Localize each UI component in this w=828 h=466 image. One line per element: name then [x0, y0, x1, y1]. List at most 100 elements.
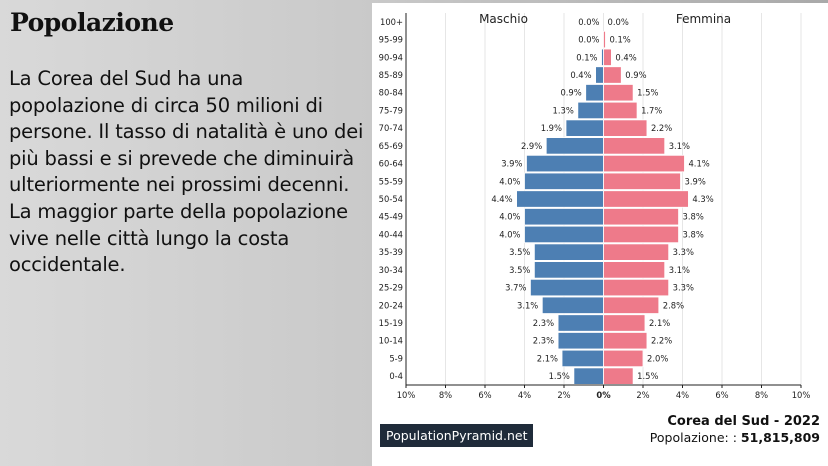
value-label-female-0-4: 1.5% — [637, 371, 658, 381]
age-label-50-54: 50-54 — [379, 194, 403, 204]
x-tick-label-5: 0% — [596, 390, 611, 400]
value-label-male-100+: 0.0% — [578, 17, 599, 27]
bar-female-75-79 — [603, 101, 638, 120]
brand-badge[interactable]: PopulationPyramid.net — [380, 424, 534, 447]
bar-female-85-89 — [603, 66, 622, 84]
bar-male-60-64 — [526, 154, 604, 173]
value-label-female-20-24: 2.8% — [663, 300, 684, 310]
age-label-70-74: 70-74 — [379, 123, 403, 133]
age-label-30-34: 30-34 — [379, 265, 403, 275]
bar-female-25-29 — [603, 278, 670, 297]
value-label-male-65-69: 2.9% — [521, 141, 542, 151]
bar-male-45-49 — [524, 208, 604, 226]
bar-female-50-54 — [603, 190, 689, 208]
bar-male-85-89 — [595, 66, 604, 84]
bar-male-80-84 — [585, 84, 604, 102]
bar-male-75-79 — [577, 101, 604, 120]
population-total: Popolazione: : 51,815,809 — [650, 430, 820, 445]
value-label-male-50-54: 4.4% — [491, 194, 512, 204]
value-label-female-50-54: 4.3% — [692, 194, 713, 204]
value-label-male-35-39: 3.5% — [509, 247, 530, 257]
bar-female-55-59 — [603, 172, 681, 190]
bar-male-0-4 — [573, 367, 604, 385]
value-label-female-100+: 0.0% — [608, 17, 629, 27]
population-value: 51,815,809 — [740, 430, 820, 445]
bar-female-30-34 — [603, 261, 666, 279]
value-label-male-85-89: 0.4% — [570, 70, 591, 80]
x-tick-label-0: 10% — [397, 390, 416, 400]
slide-title: Popolazione — [10, 8, 174, 37]
age-label-0-4: 0-4 — [389, 371, 403, 381]
value-label-male-25-29: 3.7% — [505, 283, 526, 293]
bar-male-25-29 — [530, 278, 604, 297]
x-tick-label-1: 8% — [439, 390, 452, 400]
population-pyramid-panel: 100+ 0.0% 0.0% 95-99 0.0% 0.1% 90-94 0.1% 0.4% 85… — [372, 3, 828, 466]
bar-female-15-19 — [603, 314, 646, 332]
age-label-75-79: 75-79 — [379, 105, 403, 115]
value-label-female-35-39: 3.3% — [673, 247, 694, 257]
country-year-label: Corea del Sud - 2022 — [667, 414, 820, 429]
value-label-male-0-4: 1.5% — [549, 371, 570, 381]
bar-male-20-24 — [541, 296, 604, 314]
age-label-95-99: 95-99 — [379, 35, 403, 45]
bar-female-20-24 — [603, 296, 660, 314]
series-label-female: Femmina — [676, 12, 731, 26]
bar-male-40-44 — [524, 225, 604, 244]
bar-female-35-39 — [603, 243, 670, 261]
value-label-female-45-49: 3.8% — [683, 212, 704, 222]
body-paragraph-1: La Corea del Sud ha una popolazione di c… — [9, 67, 364, 197]
bar-female-80-84 — [603, 84, 634, 102]
age-label-100+: 100+ — [380, 17, 403, 27]
value-label-male-10-14: 2.3% — [533, 336, 554, 346]
age-label-60-64: 60-64 — [379, 159, 403, 169]
bar-female-95-99 — [603, 30, 606, 49]
value-label-female-25-29: 3.3% — [673, 283, 694, 293]
bar-female-65-69 — [603, 137, 666, 155]
bar-female-40-44 — [603, 225, 679, 244]
population-pyramid-chart: 100+ 0.0% 0.0% 95-99 0.0% 0.1% 90-94 0.1% 0.4% 85… — [379, 12, 811, 400]
x-tick-label-2: 6% — [478, 390, 491, 400]
value-label-male-30-34: 3.5% — [509, 265, 530, 275]
x-tick-label-6: 2% — [636, 390, 649, 400]
age-label-35-39: 35-39 — [379, 247, 403, 257]
bar-male-65-69 — [545, 137, 604, 155]
value-label-female-15-19: 2.1% — [649, 318, 670, 328]
bar-male-5-9 — [561, 349, 604, 368]
bar-male-30-34 — [533, 261, 604, 279]
age-label-40-44: 40-44 — [379, 229, 403, 239]
age-label-55-59: 55-59 — [379, 176, 403, 186]
bar-female-45-49 — [603, 208, 679, 226]
value-label-male-45-49: 4.0% — [499, 212, 520, 222]
age-label-65-69: 65-69 — [379, 141, 403, 151]
bar-female-60-64 — [603, 154, 685, 173]
bar-male-15-19 — [557, 314, 604, 332]
value-label-female-10-14: 2.2% — [651, 336, 672, 346]
value-label-female-70-74: 2.2% — [651, 123, 672, 133]
bar-female-90-94 — [603, 48, 612, 66]
age-label-15-19: 15-19 — [379, 318, 403, 328]
value-label-female-5-9: 2.0% — [647, 353, 668, 363]
age-label-20-24: 20-24 — [379, 300, 403, 310]
body-paragraph-2: La maggior parte della popolazione vive … — [9, 199, 348, 277]
bar-male-55-59 — [524, 172, 604, 190]
value-label-male-95-99: 0.0% — [578, 35, 599, 45]
bar-female-0-4 — [603, 367, 634, 385]
population-label: Popolazione: : — [649, 430, 737, 445]
value-label-male-5-9: 2.1% — [537, 353, 558, 363]
x-tick-label-9: 8% — [755, 390, 768, 400]
age-label-45-49: 45-49 — [379, 212, 403, 222]
age-label-80-84: 80-84 — [379, 88, 403, 98]
bar-male-35-39 — [533, 243, 604, 261]
x-tick-label-3: 4% — [518, 390, 531, 400]
value-label-female-65-69: 3.1% — [669, 141, 690, 151]
bar-male-10-14 — [557, 332, 604, 350]
value-label-male-70-74: 1.9% — [541, 123, 562, 133]
bar-male-70-74 — [565, 119, 604, 137]
x-tick-label-4: 2% — [557, 390, 570, 400]
value-label-female-60-64: 4.1% — [688, 159, 709, 169]
slide-body-text: La Corea del Sud ha una popolazione di c… — [9, 66, 364, 279]
value-label-female-90-94: 0.4% — [615, 52, 636, 62]
bar-male-50-54 — [516, 190, 604, 208]
bar-female-5-9 — [603, 349, 644, 368]
series-label-male: Maschio — [479, 12, 528, 26]
